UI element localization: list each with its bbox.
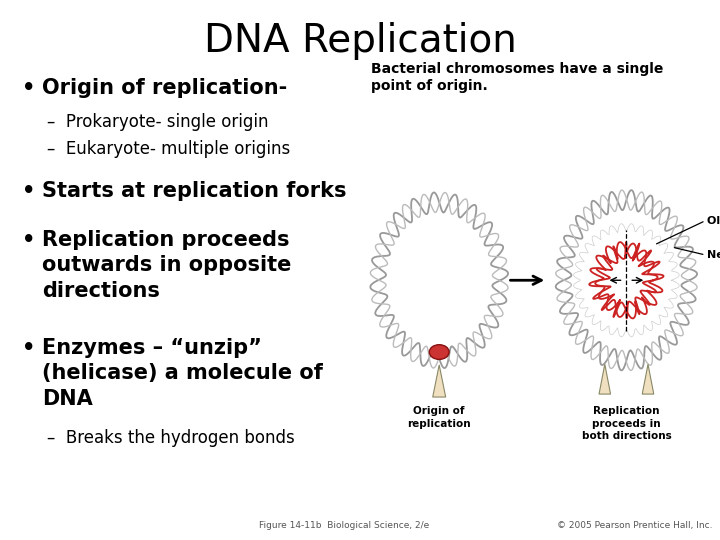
Ellipse shape xyxy=(429,345,449,360)
Polygon shape xyxy=(433,365,446,397)
Text: Bacterial chromosomes have a single
point of origin.: Bacterial chromosomes have a single poin… xyxy=(371,62,663,93)
Text: New DNA: New DNA xyxy=(707,250,720,260)
Text: Replication proceeds
outwards in opposite
directions: Replication proceeds outwards in opposit… xyxy=(42,230,291,301)
Text: –  Eukaryote- multiple origins: – Eukaryote- multiple origins xyxy=(47,140,290,158)
Polygon shape xyxy=(599,364,611,394)
Text: Replication
proceeds in
both directions: Replication proceeds in both directions xyxy=(582,407,671,441)
Text: Origin of replication-: Origin of replication- xyxy=(42,78,287,98)
Text: DNA Replication: DNA Replication xyxy=(204,22,516,59)
Text: •: • xyxy=(22,78,35,98)
Text: Figure 14-11b  Biological Science, 2/e: Figure 14-11b Biological Science, 2/e xyxy=(259,521,429,530)
Polygon shape xyxy=(574,224,679,337)
Text: Starts at replication forks: Starts at replication forks xyxy=(42,181,346,201)
Text: Origin of
replication: Origin of replication xyxy=(408,407,471,429)
Text: –  Prokaryote- single origin: – Prokaryote- single origin xyxy=(47,113,269,131)
Text: •: • xyxy=(22,338,35,357)
Polygon shape xyxy=(642,364,654,394)
Text: Enzymes – “unzip”
(helicase) a molecule of
DNA: Enzymes – “unzip” (helicase) a molecule … xyxy=(42,338,323,409)
Text: •: • xyxy=(22,181,35,201)
Text: –  Breaks the hydrogen bonds: – Breaks the hydrogen bonds xyxy=(47,429,294,447)
Text: Old DNA: Old DNA xyxy=(707,215,720,226)
Text: •: • xyxy=(22,230,35,249)
Text: © 2005 Pearson Prentice Hall, Inc.: © 2005 Pearson Prentice Hall, Inc. xyxy=(557,521,713,530)
